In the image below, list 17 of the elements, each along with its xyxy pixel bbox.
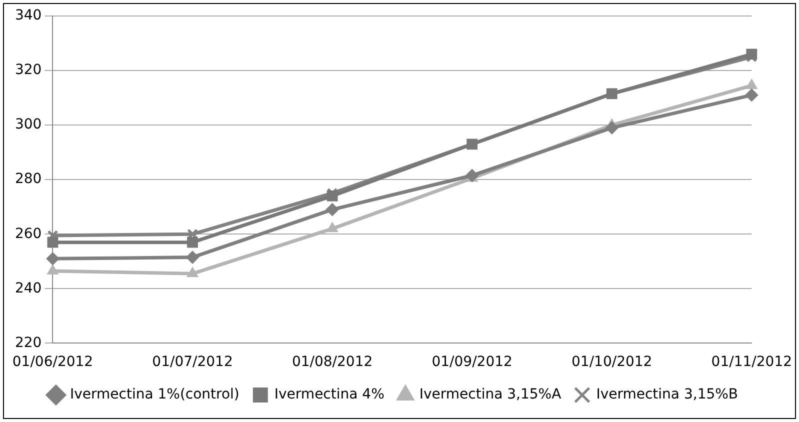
- legend-label: Ivermectina 1%(control): [70, 386, 240, 403]
- y-tick-label: 300: [14, 116, 42, 133]
- y-tick-label: 240: [14, 280, 42, 296]
- y-tick-label: 280: [14, 171, 42, 188]
- y-tick-label: 320: [14, 62, 42, 78]
- x-tick-label: 01/07/2012: [152, 354, 233, 370]
- legend-label: Ivermectina 3,15%A: [419, 386, 562, 403]
- x-tick-label: 01/06/2012: [12, 354, 94, 370]
- x-tick-label: 01/08/2012: [292, 354, 373, 370]
- x-tick-label: 01/11/2012: [711, 354, 792, 370]
- x-tick-label: 01/10/2012: [572, 354, 652, 370]
- y-tick-label: 340: [14, 8, 42, 24]
- y-tick-label: 220: [14, 334, 42, 351]
- legend-label: Ivermectina 4%: [274, 386, 384, 403]
- y-tick-label: 260: [14, 226, 42, 242]
- x-tick-label: 01/09/2012: [432, 354, 512, 370]
- legend-label: Ivermectina 3,15%B: [596, 386, 738, 403]
